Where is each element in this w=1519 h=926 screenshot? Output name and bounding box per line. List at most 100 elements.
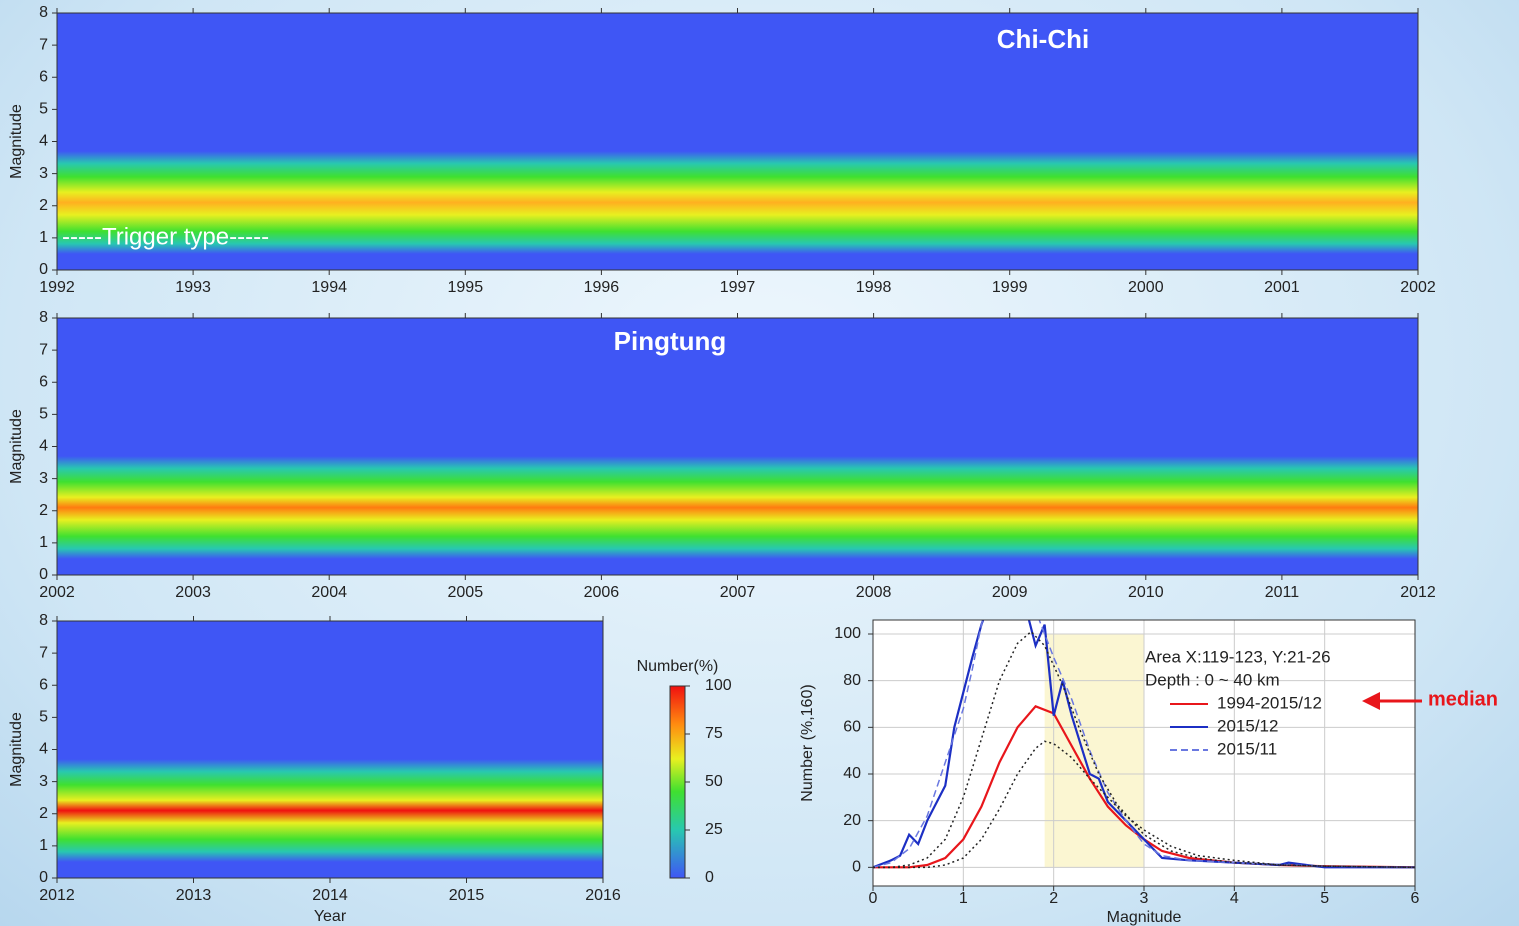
y-tick-label: 2	[39, 805, 48, 822]
y-tick-label: 60	[843, 719, 861, 736]
colorbar	[669, 685, 686, 879]
y-tick-label: 8	[39, 309, 48, 326]
y-tick-label: 6	[39, 373, 48, 390]
x-axis-label: Magnitude	[1107, 909, 1182, 926]
heatmap-band	[57, 621, 603, 878]
series-line	[873, 740, 1415, 869]
x-tick-label: 1995	[448, 279, 484, 296]
y-tick-label: 5	[39, 709, 48, 726]
x-tick-label: 2002	[39, 584, 75, 601]
y-tick-label: 4	[39, 133, 48, 150]
x-tick-label: 1996	[584, 279, 620, 296]
x-tick-label: 2009	[992, 584, 1028, 601]
x-tick-label: 6	[1411, 890, 1420, 907]
x-tick-label: 2016	[585, 887, 621, 904]
x-tick-label: 2003	[175, 584, 211, 601]
y-tick-label: 0	[39, 261, 48, 278]
y-tick-label: 8	[39, 4, 48, 21]
series-line	[873, 705, 1415, 869]
y-tick-label: 1	[39, 229, 48, 246]
y-tick-label: 2	[39, 502, 48, 519]
plot-frame	[872, 619, 1416, 887]
y-tick-label: 3	[39, 470, 48, 487]
y-tick-label: 5	[39, 101, 48, 118]
y-tick-label: 4	[39, 438, 48, 455]
y-tick-label: 4	[39, 741, 48, 758]
y-tick-label: 8	[39, 612, 48, 629]
series-line	[873, 630, 1415, 869]
x-tick-label: 2013	[176, 887, 212, 904]
colorbar-tick-label: 25	[705, 821, 723, 838]
x-tick-label: 1993	[175, 279, 211, 296]
x-tick-label: 1999	[992, 279, 1028, 296]
y-tick-label: 7	[39, 341, 48, 358]
legend-label: 2015/11	[1217, 739, 1277, 758]
colorbar-tick-label: 75	[705, 725, 723, 742]
y-axis-label: Magnitude	[8, 409, 25, 484]
x-tick-label: 2	[1049, 890, 1058, 907]
legend-note: Area X:119-123, Y:21-26	[1145, 647, 1331, 666]
x-tick-label: 2001	[1264, 279, 1300, 296]
x-tick-label: 1997	[720, 279, 756, 296]
x-tick-label: 2007	[720, 584, 756, 601]
y-axis-label: Magnitude	[8, 712, 25, 787]
y-tick-label: 0	[852, 859, 861, 876]
x-tick-label: 0	[869, 890, 878, 907]
legend-label: 1994-2015/12	[1217, 693, 1322, 712]
colorbar-title: Number(%)	[637, 658, 719, 675]
y-axis-label: Number (%,160)	[799, 684, 816, 801]
y-tick-label: 80	[843, 672, 861, 689]
annotation: Chi-Chi	[997, 24, 1089, 54]
y-tick-label: 0	[39, 869, 48, 886]
x-tick-label: 2005	[448, 584, 484, 601]
x-tick-label: 3	[1140, 890, 1149, 907]
x-tick-label: 2004	[311, 584, 347, 601]
y-tick-label: 1	[39, 534, 48, 551]
y-tick-label: 7	[39, 644, 48, 661]
x-axis-label: Year	[314, 908, 347, 925]
y-tick-label: 2	[39, 197, 48, 214]
colorbar-tick-label: 50	[705, 773, 723, 790]
y-tick-label: 40	[843, 765, 861, 782]
heatmap-band	[57, 318, 1418, 575]
series-line	[873, 620, 1415, 869]
heatmap-band	[57, 13, 1418, 270]
x-tick-label: 1	[959, 890, 968, 907]
y-tick-label: 20	[843, 812, 861, 829]
y-tick-label: 3	[39, 773, 48, 790]
y-tick-label: 1	[39, 837, 48, 854]
x-tick-label: 2015	[449, 887, 485, 904]
x-tick-label: 4	[1230, 890, 1239, 907]
median-arrowhead	[1362, 692, 1380, 710]
x-tick-label: 1998	[856, 279, 892, 296]
y-tick-label: 6	[39, 68, 48, 85]
y-tick-label: 6	[39, 676, 48, 693]
x-tick-label: 2002	[1400, 279, 1436, 296]
x-tick-label: 2008	[856, 584, 892, 601]
x-tick-label: 2011	[1265, 584, 1300, 601]
y-tick-label: 5	[39, 406, 48, 423]
legend-note: Depth : 0 ~ 40 km	[1145, 670, 1280, 689]
y-axis-label: Magnitude	[8, 104, 25, 179]
x-tick-label: 2014	[312, 887, 348, 904]
annotation: Pingtung	[614, 326, 727, 356]
y-tick-label: 7	[39, 36, 48, 53]
colorbar-tick-label: 0	[705, 869, 714, 886]
y-tick-label: 0	[39, 566, 48, 583]
x-tick-label: 2000	[1128, 279, 1164, 296]
legend-label: 2015/12	[1217, 716, 1278, 735]
annotation: median	[1428, 688, 1498, 710]
y-tick-label: 100	[834, 625, 861, 642]
x-tick-label: 2012	[1400, 584, 1436, 601]
x-tick-label: 5	[1320, 890, 1329, 907]
x-tick-label: 1992	[39, 279, 75, 296]
x-tick-label: 2012	[39, 887, 75, 904]
x-tick-label: 1994	[311, 279, 347, 296]
x-tick-label: 2010	[1128, 584, 1164, 601]
colorbar-tick-label: 100	[705, 677, 732, 694]
annotation: -----Trigger type-----	[62, 223, 269, 250]
shaded-region	[1044, 634, 1144, 868]
x-tick-label: 2006	[584, 584, 620, 601]
y-tick-label: 3	[39, 165, 48, 182]
